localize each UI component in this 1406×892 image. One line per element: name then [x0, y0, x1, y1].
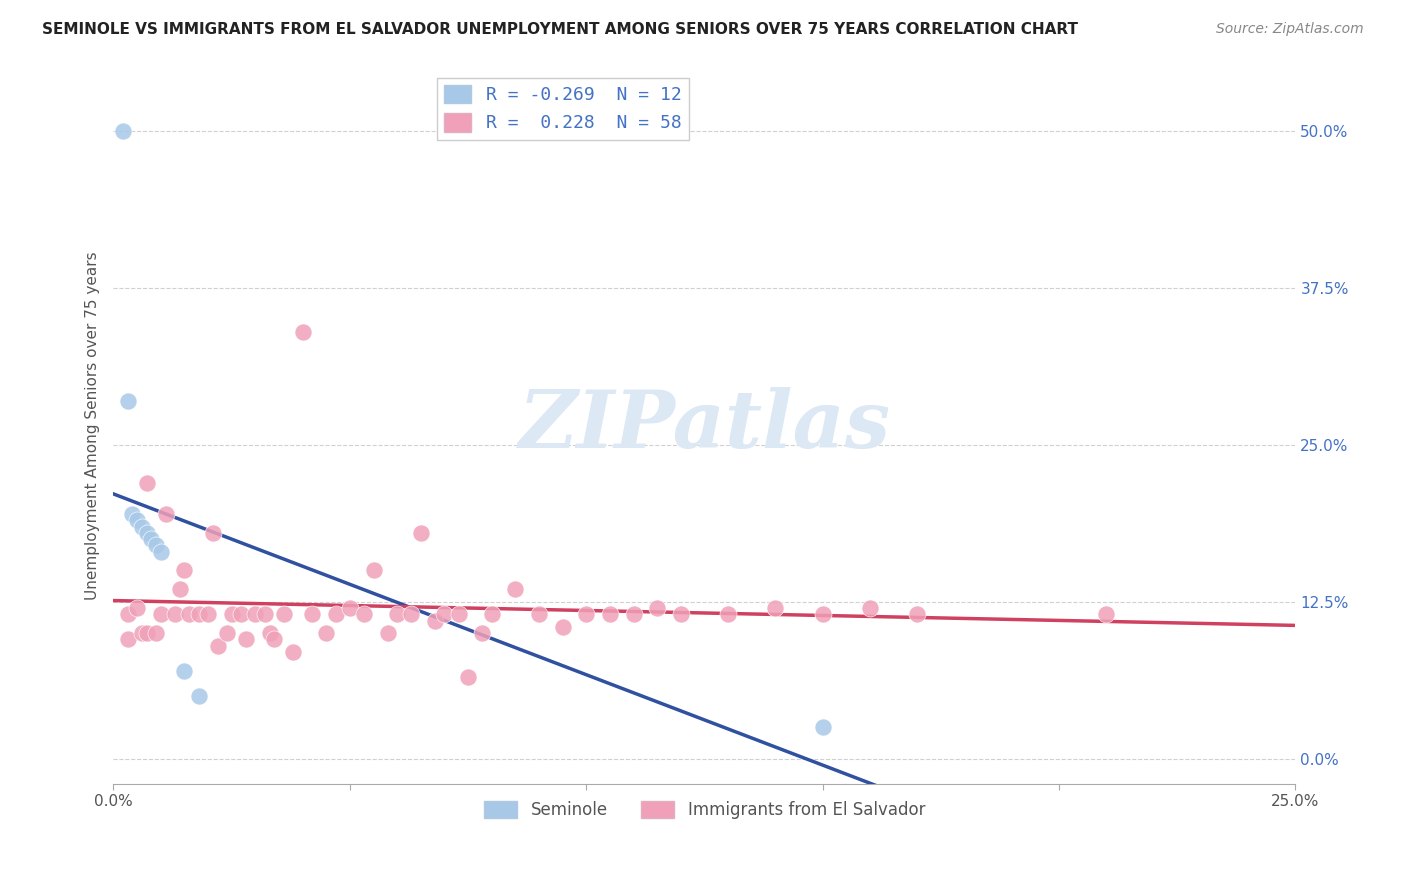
Point — [135, 626, 157, 640]
Point — [117, 632, 139, 647]
Point — [717, 607, 740, 622]
Point — [481, 607, 503, 622]
Point — [339, 601, 361, 615]
Point — [263, 632, 285, 647]
Point — [385, 607, 408, 622]
Point — [377, 626, 399, 640]
Point — [145, 538, 167, 552]
Point — [551, 620, 574, 634]
Point — [905, 607, 928, 622]
Point — [811, 607, 834, 622]
Point — [155, 507, 177, 521]
Point — [149, 544, 172, 558]
Point — [215, 626, 238, 640]
Point — [201, 525, 224, 540]
Point — [433, 607, 456, 622]
Point — [149, 607, 172, 622]
Point — [325, 607, 347, 622]
Point — [117, 394, 139, 409]
Legend: Seminole, Immigrants from El Salvador: Seminole, Immigrants from El Salvador — [477, 794, 932, 825]
Point — [131, 626, 153, 640]
Point — [623, 607, 645, 622]
Point — [179, 607, 201, 622]
Point — [505, 582, 527, 597]
Point — [127, 601, 149, 615]
Point — [163, 607, 186, 622]
Point — [141, 532, 163, 546]
Point — [127, 513, 149, 527]
Point — [145, 626, 167, 640]
Point — [599, 607, 621, 622]
Point — [763, 601, 786, 615]
Point — [859, 601, 882, 615]
Text: ZIPatlas: ZIPatlas — [519, 387, 890, 465]
Point — [197, 607, 219, 622]
Point — [121, 507, 143, 521]
Point — [273, 607, 295, 622]
Text: SEMINOLE VS IMMIGRANTS FROM EL SALVADOR UNEMPLOYMENT AMONG SENIORS OVER 75 YEARS: SEMINOLE VS IMMIGRANTS FROM EL SALVADOR … — [42, 22, 1078, 37]
Point — [221, 607, 243, 622]
Point — [363, 563, 385, 577]
Point — [669, 607, 692, 622]
Point — [245, 607, 267, 622]
Point — [1095, 607, 1118, 622]
Point — [527, 607, 550, 622]
Point — [173, 664, 195, 678]
Point — [135, 475, 157, 490]
Point — [301, 607, 323, 622]
Point — [117, 607, 139, 622]
Point — [135, 525, 157, 540]
Point — [235, 632, 257, 647]
Point — [259, 626, 281, 640]
Point — [811, 720, 834, 734]
Point — [401, 607, 423, 622]
Point — [423, 614, 446, 628]
Point — [169, 582, 191, 597]
Point — [173, 563, 195, 577]
Point — [283, 645, 305, 659]
Point — [131, 519, 153, 533]
Point — [457, 670, 479, 684]
Point — [231, 607, 253, 622]
Text: Source: ZipAtlas.com: Source: ZipAtlas.com — [1216, 22, 1364, 37]
Point — [447, 607, 470, 622]
Point — [315, 626, 337, 640]
Point — [207, 639, 229, 653]
Point — [111, 124, 134, 138]
Y-axis label: Unemployment Among Seniors over 75 years: Unemployment Among Seniors over 75 years — [86, 252, 100, 600]
Point — [645, 601, 668, 615]
Point — [291, 325, 314, 339]
Point — [575, 607, 598, 622]
Point — [353, 607, 375, 622]
Point — [187, 607, 209, 622]
Point — [471, 626, 494, 640]
Point — [409, 525, 432, 540]
Point — [253, 607, 276, 622]
Point — [187, 689, 209, 703]
